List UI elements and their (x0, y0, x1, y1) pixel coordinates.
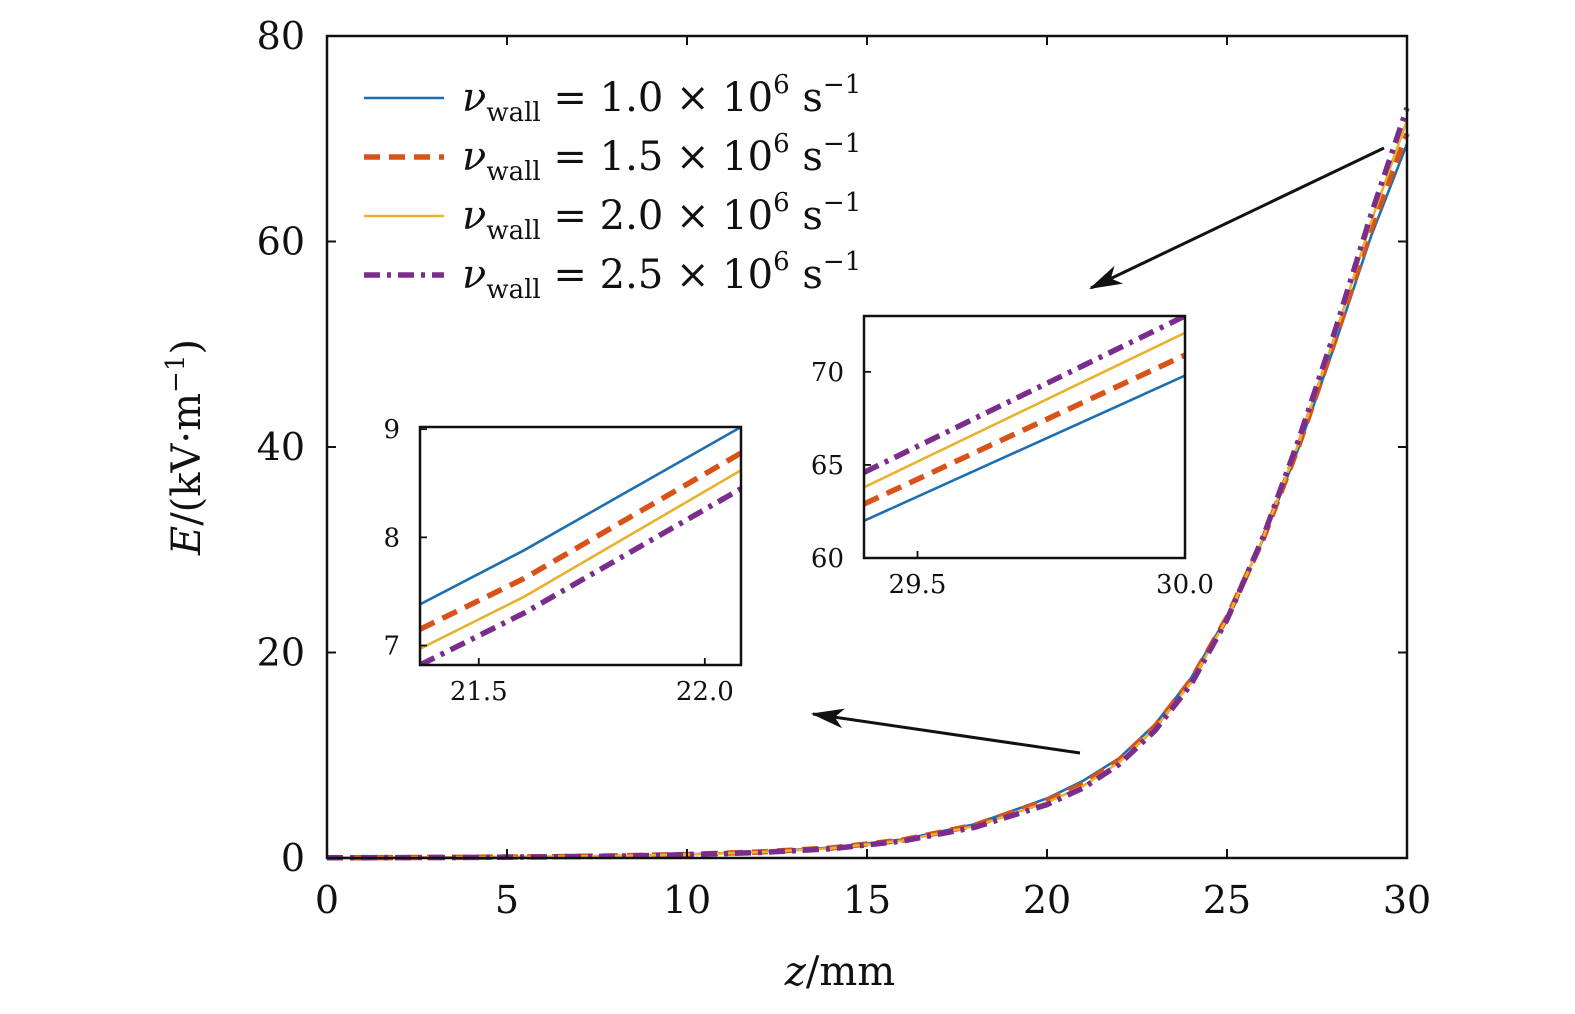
inset-frame (862, 314, 1187, 560)
x-axis-label: z/mm (784, 949, 895, 995)
inset-high: 29.5 30.0 60 65 70 (811, 314, 1214, 600)
inset-y-tick-label: 60 (811, 544, 844, 574)
x-tick-label: 25 (1203, 878, 1251, 922)
main-ticks: 0 5 10 15 20 25 30 0 20 40 60 80 (257, 14, 1432, 922)
inset-y-tick-label: 9 (383, 415, 400, 445)
inset-series-line-2 (420, 450, 741, 632)
y-tick-label: 40 (257, 425, 305, 469)
main-plot: 0 5 10 15 20 25 30 0 20 40 60 80 (257, 14, 1432, 922)
legend-label-1: νwall = 1.0 × 106 s−1 (462, 70, 861, 128)
inset-x-tick-label: 30.0 (1156, 570, 1214, 600)
x-tick-label: 10 (663, 878, 711, 922)
series-line-4 (326, 107, 1410, 861)
inset-x-tick-label: 22.0 (676, 677, 734, 707)
inset-series-group (420, 427, 741, 665)
legend-label-4: νwall = 2.5 × 106 s−1 (462, 247, 861, 305)
y-tick-label: 20 (257, 631, 305, 675)
inset-series-group (864, 316, 1185, 522)
legend-label-3: νwall = 2.0 × 106 s−1 (462, 188, 861, 246)
inset-series-line-1 (864, 374, 1185, 522)
inset-series-line-4 (864, 316, 1185, 475)
arrow-to-low-inset (810, 708, 1081, 755)
inset-frame (418, 425, 743, 667)
inset-y-tick-label: 65 (811, 451, 844, 481)
inset-x-tick-label: 21.5 (450, 677, 508, 707)
x-tick-label: 0 (315, 878, 339, 922)
inset-series-line-3 (420, 469, 741, 650)
inset-low: 21.5 22.0 7 8 9 (383, 415, 743, 707)
inset-background (864, 316, 1185, 558)
x-tick-label: 30 (1383, 878, 1431, 922)
inset-series-line-1 (420, 427, 741, 606)
y-tick-label: 80 (257, 14, 305, 58)
inset-x-tick-label: 29.5 (889, 570, 947, 600)
arrow-to-high-inset (1089, 146, 1385, 290)
x-tick-label: 20 (1023, 878, 1071, 922)
inset-y-tick-label: 7 (383, 632, 400, 662)
inset-y-tick-label: 70 (811, 358, 844, 388)
y-tick-label: 0 (281, 836, 305, 880)
inset-series-line-4 (420, 486, 741, 665)
inset-series-line-2 (864, 352, 1185, 507)
x-tick-label: 5 (495, 878, 519, 922)
inset-series-line-3 (864, 331, 1185, 489)
y-axis-label: E/(kV·m−1) (161, 339, 210, 556)
inset-y-tick-label: 8 (383, 523, 400, 553)
y-tick-label: 60 (257, 220, 305, 264)
legend-label-2: νwall = 1.5 × 106 s−1 (462, 129, 861, 187)
main-series-group (326, 107, 1410, 861)
x-tick-label: 15 (843, 878, 891, 922)
